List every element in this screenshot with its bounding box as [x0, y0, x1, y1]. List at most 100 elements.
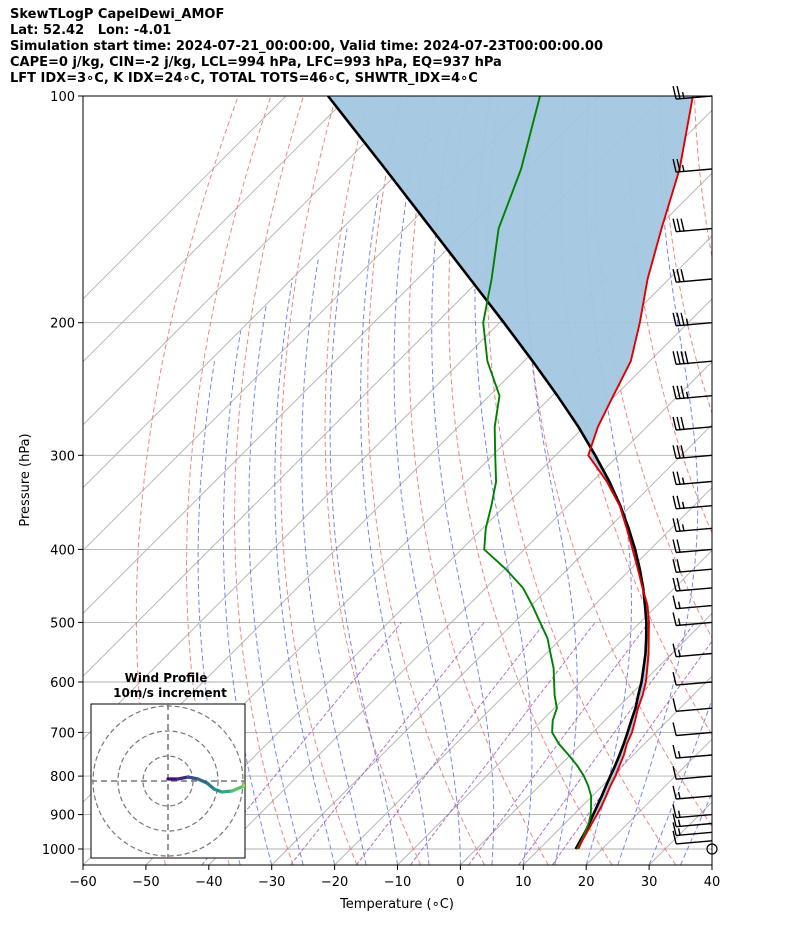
cape-cin-shading	[328, 96, 693, 849]
wind-barb	[672, 643, 713, 658]
barb-full	[672, 744, 677, 759]
dry-adiabat-line	[234, 96, 304, 865]
wind-barb	[672, 830, 713, 845]
barb-half	[677, 791, 681, 800]
wind-barbs	[672, 85, 718, 855]
barb-shaft	[676, 548, 713, 554]
barb-half	[677, 750, 681, 759]
barb-full	[672, 312, 677, 326]
barb-full	[676, 518, 681, 532]
y-tick-label: 100	[50, 90, 75, 105]
moist-adiabat-line	[393, 168, 461, 865]
wind-barb	[672, 766, 713, 780]
x-tick-label: −30	[258, 875, 285, 890]
wind-barb	[672, 351, 713, 365]
inset-subtitle: 10m/s increment	[113, 686, 227, 700]
y-axis-label: Pressure (hPa)	[18, 433, 33, 526]
barb-full	[672, 671, 677, 686]
barb-full	[672, 813, 677, 827]
barb-full	[680, 351, 685, 365]
barb-half	[677, 601, 681, 609]
y-tick-label: 1000	[42, 843, 75, 858]
y-tick-label: 400	[50, 543, 75, 558]
dry-adiabat-line	[760, 96, 794, 865]
hodograph-segment	[176, 775, 190, 781]
wind-barb	[672, 595, 713, 610]
moist-adiabat-line	[274, 278, 336, 865]
wind-barb	[672, 518, 713, 533]
y-tick-label: 500	[50, 616, 75, 631]
barb-full	[672, 830, 677, 845]
barb-full	[672, 445, 677, 459]
barb-half	[681, 524, 685, 532]
isotherm-line	[648, 801, 712, 865]
barb-full	[672, 766, 677, 780]
dry-adiabat-line	[448, 96, 613, 865]
inset-hodograph	[91, 704, 245, 858]
wind-barb	[672, 269, 713, 283]
chart-title: SkewTLogP CapelDewi_AMOF	[10, 7, 225, 22]
wind-barb	[672, 822, 713, 837]
x-tick-label: 0	[456, 875, 464, 890]
x-tick-label: 30	[641, 875, 658, 890]
x-axis-label: Temperature (∘C)	[339, 897, 454, 912]
x-tick-label: −20	[321, 875, 348, 890]
hodograph-segment	[230, 784, 245, 793]
barb-full	[672, 785, 677, 800]
barb-shaft	[676, 395, 713, 400]
barb-full	[680, 416, 685, 431]
barb-full	[672, 158, 677, 173]
wind-barb	[672, 218, 713, 233]
barb-full	[676, 85, 681, 100]
barb-shaft	[676, 454, 713, 460]
dewpoint-profile-line	[482, 96, 593, 850]
barb-shaft	[676, 775, 713, 780]
index-line: LFT IDX=3∘C, K IDX=24∘C, TOTAL TOTS=46∘C…	[10, 71, 478, 86]
wind-barb	[672, 722, 713, 737]
moist-adiabat-line	[680, 791, 712, 865]
barb-full	[672, 595, 677, 609]
moist-adiabat-line	[617, 96, 699, 865]
dry-adiabat-line	[594, 96, 712, 640]
wind-profile-inset: Wind Profile 10m/s increment	[90, 671, 246, 859]
barb-shaft	[676, 587, 713, 592]
y-tick-label: 800	[50, 770, 75, 785]
dry-adiabat-line	[324, 96, 422, 865]
barb-full	[672, 385, 677, 399]
barb-half	[677, 819, 681, 827]
isotherm-line	[83, 96, 350, 363]
barb-full	[672, 612, 677, 626]
barb-shaft	[676, 840, 713, 845]
barb-shaft	[676, 322, 713, 327]
isotherm-line	[83, 96, 475, 489]
barb-shaft	[676, 95, 713, 100]
barb-shaft	[676, 822, 713, 828]
barb-full	[676, 218, 681, 232]
wind-barb	[672, 612, 713, 627]
mixing-ratio-line	[409, 622, 596, 865]
barb-half	[685, 318, 689, 326]
barb-half	[677, 649, 681, 657]
barb-full	[676, 577, 681, 592]
y-tick-label: 300	[50, 449, 75, 464]
y-tick-label: 200	[50, 317, 75, 332]
barb-full	[680, 269, 685, 283]
isotherm-line	[460, 612, 712, 865]
barb-full	[672, 643, 677, 657]
parcel-profile-line	[326, 96, 648, 850]
wind-barb	[672, 804, 713, 819]
barb-full	[672, 559, 677, 573]
moist-adiabat-line	[222, 330, 273, 865]
barb-shaft	[676, 795, 713, 800]
isotherm-line	[397, 549, 712, 865]
location-line: Lat: 52.42 Lon: -4.01	[10, 23, 172, 38]
barb-full	[672, 539, 677, 553]
barb-full	[672, 416, 677, 431]
barb-full	[672, 218, 677, 232]
wind-barb	[672, 385, 713, 400]
x-tick-label: 20	[578, 875, 595, 890]
moist-adiabat-line	[329, 228, 398, 865]
x-tick-label: −50	[132, 875, 159, 890]
wind-barb	[672, 158, 713, 173]
y-tick-label: 600	[50, 676, 75, 691]
